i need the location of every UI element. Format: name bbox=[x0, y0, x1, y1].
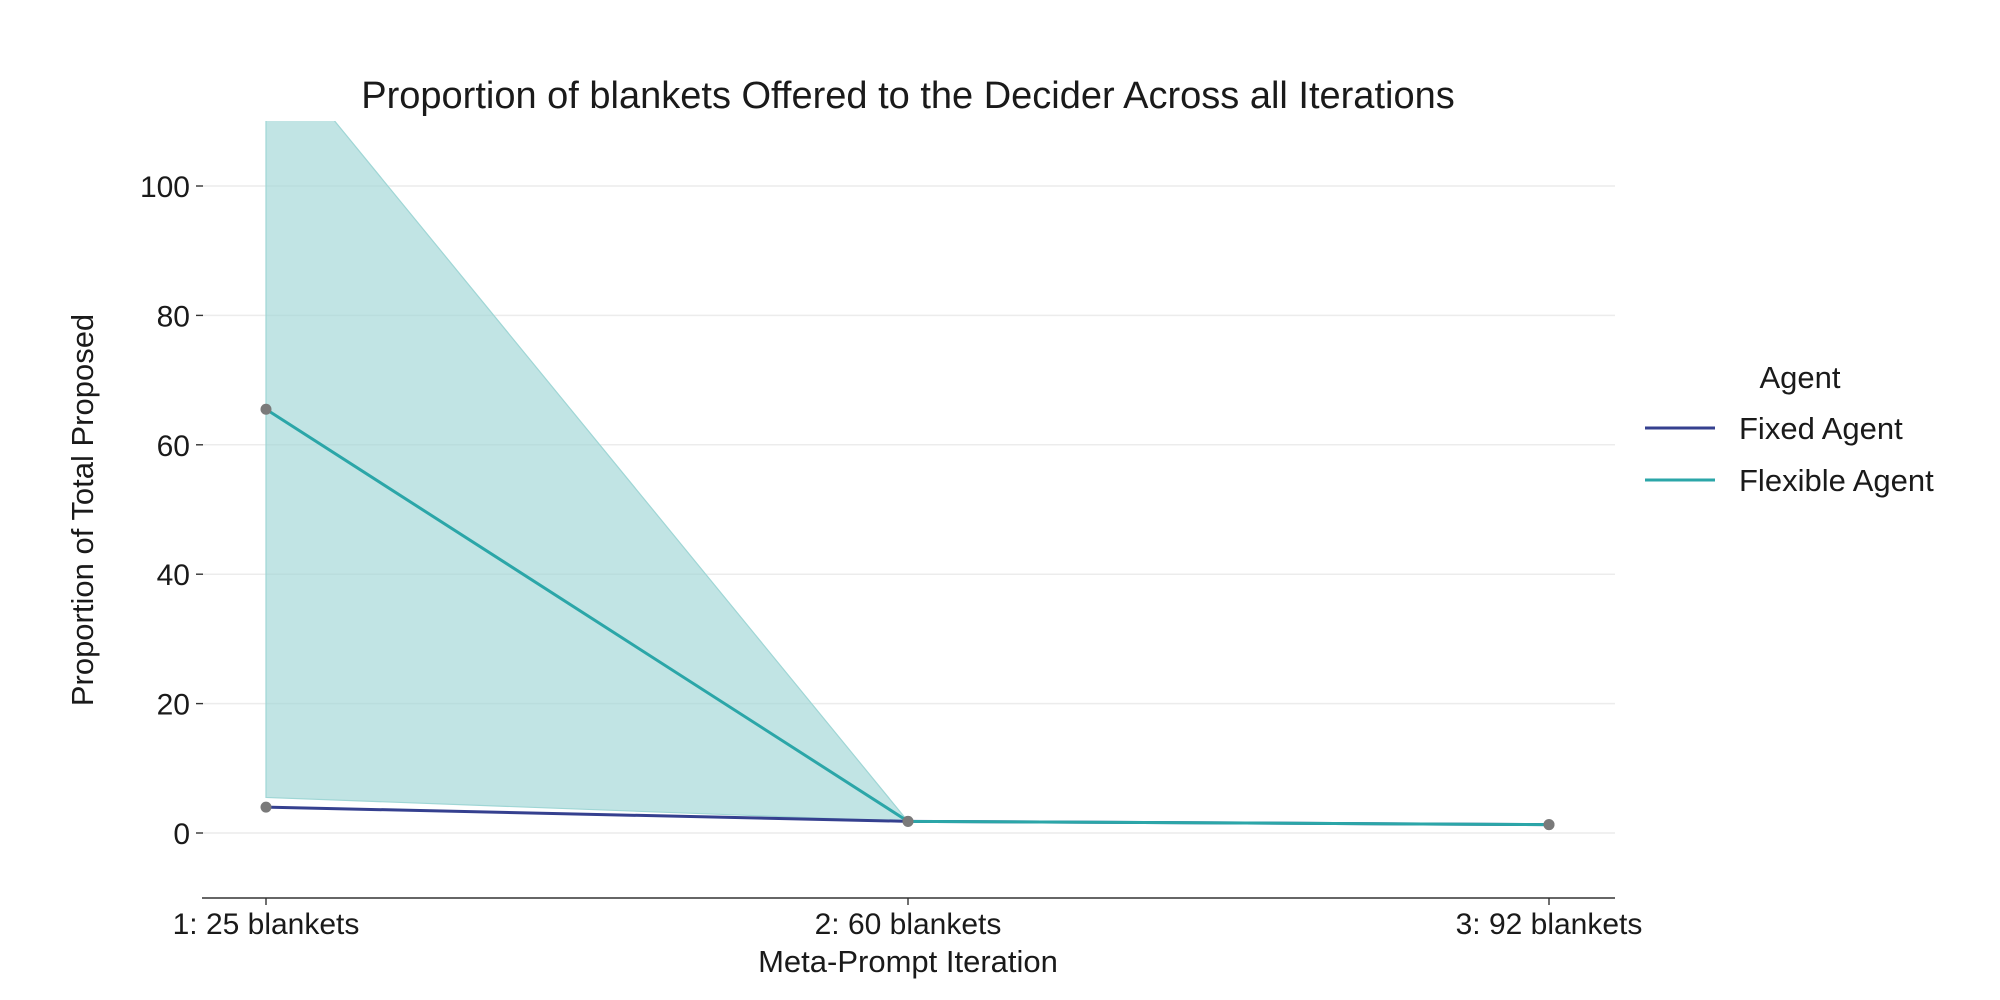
y-tick-label-0: 0 bbox=[173, 818, 190, 851]
legend-title: Agent bbox=[1759, 360, 1840, 395]
x-tick-label-1: 1: 25 blankets bbox=[173, 908, 360, 941]
x-tick-label-3: 3: 92 blankets bbox=[1456, 908, 1643, 941]
legend: Agent Fixed Agent Flexible Agent bbox=[1645, 360, 1934, 498]
y-axis-ticks: 0 20 40 60 80 100 bbox=[140, 171, 203, 851]
y-tick-label-20: 20 bbox=[157, 689, 190, 722]
y-tick-label-60: 60 bbox=[157, 430, 190, 463]
x-tick-label-2: 2: 60 blankets bbox=[815, 908, 1002, 941]
data-point-flexible-agent-3 bbox=[1543, 819, 1555, 831]
legend-item-fixed-agent: Fixed Agent bbox=[1645, 411, 1903, 446]
data-point-flexible-agent-1 bbox=[260, 403, 272, 415]
confidence-bands bbox=[265, 121, 1550, 826]
legend-label-fixed-agent: Fixed Agent bbox=[1739, 411, 1903, 446]
x-axis-label: Meta-Prompt Iteration bbox=[758, 944, 1058, 979]
data-point-fixed-agent-1 bbox=[260, 801, 272, 813]
y-tick-label-80: 80 bbox=[157, 300, 190, 333]
y-tick-label-100: 100 bbox=[140, 171, 190, 204]
x-axis-ticks: 1: 25 blankets 2: 60 blankets 3: 92 blanke… bbox=[173, 898, 1643, 941]
confidence-band-flexible-agent bbox=[265, 121, 1550, 826]
data-markers bbox=[260, 403, 1555, 831]
chart-title: Proportion of blankets Offered to the De… bbox=[361, 75, 1454, 117]
legend-label-flexible-agent: Flexible Agent bbox=[1739, 463, 1934, 498]
y-axis-label: Proportion of Total Proposed bbox=[65, 314, 100, 706]
y-tick-label-40: 40 bbox=[157, 559, 190, 592]
data-point-flexible-agent-2 bbox=[902, 815, 914, 827]
legend-item-flexible-agent: Flexible Agent bbox=[1645, 463, 1934, 498]
